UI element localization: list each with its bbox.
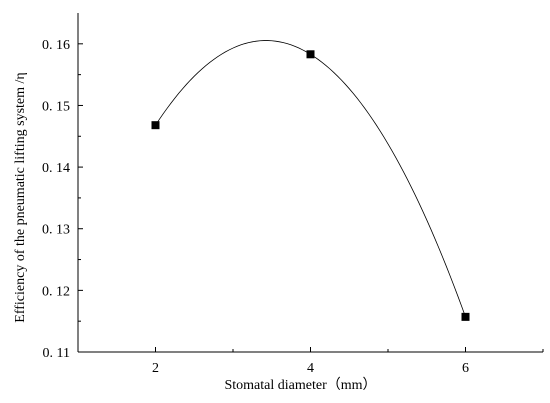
y-tick-label: 0. 15 — [42, 99, 70, 114]
axes — [77, 13, 543, 353]
fit-curve — [155, 40, 466, 318]
y-tick-label: 0. 16 — [42, 38, 70, 53]
x-tick-label: 6 — [462, 361, 469, 376]
x-tick-label: 4 — [307, 361, 314, 376]
x-tick-label: 2 — [152, 361, 159, 376]
y-tick-label: 0. 13 — [42, 223, 70, 238]
y-axis-ticks: 0. 11 0. 12 0. 13 0. 14 0. 15 0. 16 — [42, 38, 83, 361]
y-tick-label: 0. 11 — [43, 346, 70, 361]
y-axis-title: Efficiency of the pneumatic lifting syst… — [13, 72, 28, 322]
data-markers — [151, 50, 470, 321]
y-tick-label: 0. 12 — [42, 284, 70, 299]
data-point-marker — [461, 312, 470, 321]
data-point-marker — [306, 50, 315, 59]
x-axis-ticks: 2 4 6 — [77, 347, 544, 376]
y-tick-label: 0. 14 — [42, 161, 70, 176]
x-axis-title: Stomatal diameter（mm） — [224, 377, 376, 393]
data-point-marker — [151, 121, 160, 130]
